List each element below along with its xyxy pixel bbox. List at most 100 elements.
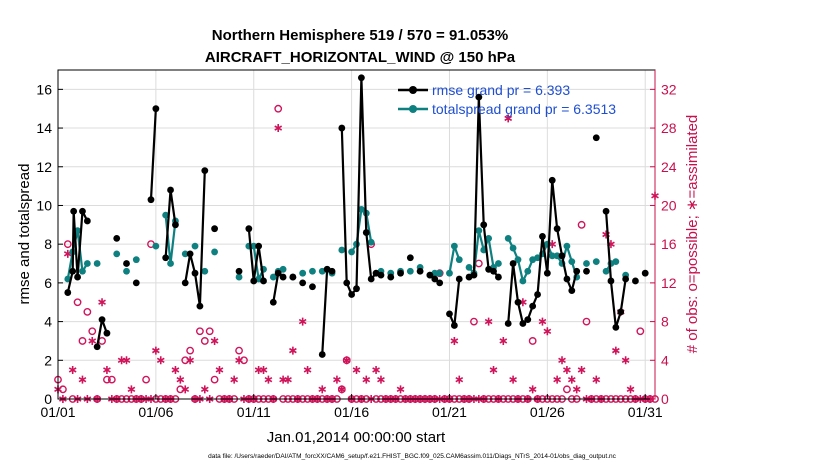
x-axis-label: Jan.01,2014 00:00:00 start xyxy=(267,429,446,446)
obs-possible-point xyxy=(235,346,243,355)
y-tick-label: 14 xyxy=(36,120,52,136)
rmse-point xyxy=(558,252,566,260)
right-tick-label: 0 xyxy=(661,391,669,407)
totalspread-point xyxy=(309,267,316,275)
rmse-point xyxy=(632,277,639,285)
right-tick-label: 20 xyxy=(661,197,677,213)
obs-assimilated-point xyxy=(377,375,385,384)
rmse-point xyxy=(64,289,72,296)
totalspread-point xyxy=(83,260,91,267)
rmse-point xyxy=(543,269,551,277)
series-layer xyxy=(64,74,649,358)
obs-possible-point xyxy=(577,220,586,229)
totalspread-point xyxy=(612,258,620,265)
rmse-point xyxy=(353,285,360,293)
totalspread-point xyxy=(235,273,243,281)
obs-possible-point xyxy=(274,104,283,113)
rmse-point xyxy=(387,273,395,281)
obs-possible-point xyxy=(107,375,116,384)
obs-assimilated-point xyxy=(504,114,513,123)
rmse-point xyxy=(583,267,590,275)
totalspread-point xyxy=(509,244,517,252)
rmse-point xyxy=(245,225,253,233)
totalspread-point xyxy=(348,248,356,256)
obs-assimilated-point xyxy=(230,375,239,384)
rmse-point xyxy=(309,283,316,291)
obs-assimilated-point xyxy=(538,317,547,326)
totalspread-point xyxy=(534,254,541,262)
x-tick-label: 01/21 xyxy=(432,404,467,420)
totalspread-point xyxy=(167,260,174,267)
obs-assimilated-point xyxy=(396,385,405,394)
rmse-point xyxy=(289,273,297,281)
obs-assimilated-point xyxy=(186,356,194,365)
rmse-point xyxy=(548,176,556,184)
x-tick-label: 01/11 xyxy=(237,404,271,420)
rmse-point xyxy=(113,234,121,242)
totalspread-point xyxy=(113,250,121,258)
rmse-point xyxy=(362,229,370,236)
right-tick-label: 12 xyxy=(661,275,677,291)
right-tick-label: 32 xyxy=(661,81,677,97)
rmse-point xyxy=(279,273,287,281)
rmse-point xyxy=(470,271,478,279)
right-tick-label: 4 xyxy=(661,352,669,368)
rmse-point xyxy=(612,323,620,331)
obs-assimilated-point xyxy=(352,365,361,374)
rmse-point xyxy=(397,269,404,277)
legend-rmse-label: rmse grand pr = 6.393 xyxy=(432,82,570,98)
totalspread-point xyxy=(367,238,375,246)
rmse-point xyxy=(426,271,434,279)
rmse-point xyxy=(592,134,600,142)
rmse-point xyxy=(504,320,512,327)
rmse-point xyxy=(181,279,189,287)
obs-possible-point xyxy=(636,327,645,336)
obs-possible-point xyxy=(210,375,219,384)
rmse-point xyxy=(98,316,106,324)
obs-assimilated-point xyxy=(621,356,630,365)
totalspread-point xyxy=(162,211,170,219)
obs-assimilated-point xyxy=(577,365,586,374)
obs-assimilated-point xyxy=(156,356,165,365)
totalspread-point xyxy=(132,256,140,264)
obs-assimilated-point xyxy=(200,385,209,394)
rmse-point xyxy=(260,277,267,285)
obs-assimilated-point xyxy=(626,385,635,394)
rmse-point xyxy=(255,242,263,250)
obs-possible-point xyxy=(470,317,478,326)
obs-assimilated-point xyxy=(342,356,351,365)
obs-possible-point xyxy=(142,375,150,384)
obs-assimilated-point xyxy=(558,356,566,365)
rmse-point xyxy=(622,275,630,283)
rmse-point xyxy=(167,186,174,194)
obs-assimilated-point xyxy=(318,385,327,394)
rmse-point xyxy=(509,260,517,267)
rmse-point xyxy=(201,167,209,175)
totalspread-point xyxy=(485,234,493,242)
rmse-point xyxy=(450,322,458,329)
y-tick-label: 16 xyxy=(36,81,52,97)
right-y-axis-label: # of obs: o=possible; ∗=assimilated xyxy=(684,115,701,354)
chart-title: Northern Hemisphere 519 / 570 = 91.053% xyxy=(212,27,508,44)
obs-assimilated-point xyxy=(455,375,464,384)
totalspread-point xyxy=(74,227,81,235)
totalspread-point xyxy=(338,246,346,254)
obs-possible-point xyxy=(196,327,204,336)
obs-possible-point xyxy=(58,385,67,394)
totalspread-point xyxy=(495,260,502,267)
totalspread-point xyxy=(299,269,307,277)
obs-assimilated-point xyxy=(592,375,601,384)
rmse-point xyxy=(83,217,91,225)
obs-assimilated-point xyxy=(563,365,571,374)
y-tick-label: 4 xyxy=(44,314,52,330)
totalspread-point xyxy=(504,234,512,242)
totalspread-point xyxy=(519,277,527,285)
rmse-point xyxy=(514,298,522,306)
rmse-point xyxy=(568,287,576,295)
obs-assimilated-point xyxy=(484,317,493,326)
rmse-point xyxy=(274,269,282,277)
x-tick-label: 01/26 xyxy=(530,404,565,420)
totalspread-point xyxy=(475,227,483,235)
obs-assimilated-point xyxy=(181,385,190,394)
rmse-point xyxy=(617,308,625,316)
